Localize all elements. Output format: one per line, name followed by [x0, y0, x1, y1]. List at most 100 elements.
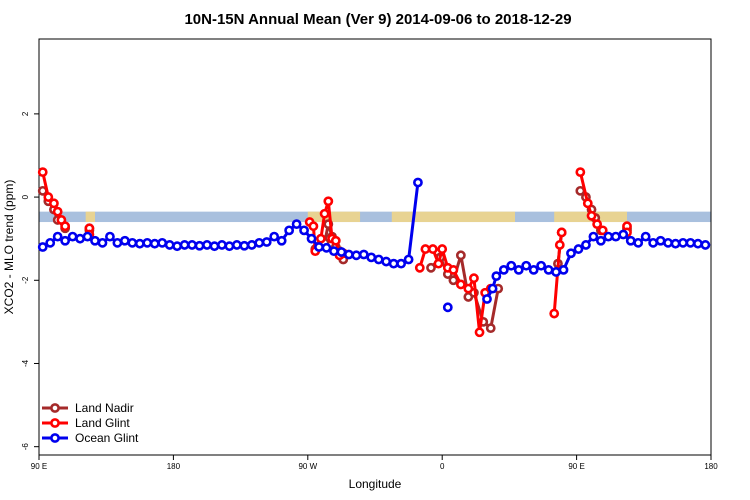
- data-point: [670, 238, 681, 249]
- data-point: [179, 240, 190, 250]
- data-point: [373, 254, 384, 265]
- data-point: [142, 237, 153, 248]
- data-point: [254, 237, 265, 248]
- data-point: [52, 231, 63, 242]
- data-point: [582, 198, 593, 209]
- data-point: [90, 235, 100, 246]
- land-band-segment: [391, 211, 515, 223]
- data-point: [284, 225, 295, 236]
- data-point: [319, 208, 330, 219]
- data-point: [157, 237, 168, 248]
- data-point: [217, 240, 227, 250]
- data-point: [678, 237, 688, 248]
- data-point: [640, 231, 651, 242]
- data-point: [536, 260, 547, 271]
- x-axis-label: Longitude: [349, 477, 402, 491]
- data-point: [358, 249, 369, 260]
- ocean-band: [39, 211, 711, 223]
- data-point: [323, 196, 334, 207]
- y-tick-label: -2: [21, 276, 30, 284]
- data-point: [105, 231, 115, 242]
- data-point: [269, 231, 280, 242]
- data-point: [314, 242, 324, 252]
- data-point: [506, 260, 517, 271]
- data-point: [573, 244, 584, 254]
- data-point: [420, 244, 431, 254]
- data-point: [618, 229, 629, 240]
- legend-label: Ocean Glint: [75, 431, 139, 445]
- data-point: [37, 167, 48, 178]
- data-point: [448, 275, 459, 286]
- data-point: [45, 237, 56, 248]
- legend-marker: [50, 433, 60, 443]
- data-point: [554, 240, 565, 250]
- x-tick-label: 90 E: [568, 462, 584, 471]
- data-point: [306, 233, 317, 244]
- data-point: [60, 235, 71, 246]
- data-point: [276, 235, 287, 246]
- legend-label: Land Glint: [75, 416, 130, 430]
- data-point: [82, 231, 93, 242]
- data-point: [49, 198, 59, 209]
- land-band-segment: [85, 211, 95, 223]
- data-point: [433, 258, 444, 269]
- data-point: [321, 242, 332, 253]
- data-point: [455, 250, 466, 261]
- data-point: [610, 231, 621, 242]
- y-tick-label: -4: [21, 359, 30, 367]
- data-point: [134, 238, 145, 249]
- data-point: [75, 233, 85, 244]
- data-point: [685, 237, 696, 248]
- data-point: [330, 235, 341, 246]
- data-point: [403, 254, 414, 265]
- x-tick-label: 90 W: [298, 462, 317, 471]
- data-point: [224, 241, 235, 252]
- data-point: [43, 192, 54, 202]
- data-point: [693, 238, 703, 249]
- data-point: [172, 241, 183, 252]
- data-point: [414, 262, 425, 273]
- data-point: [209, 241, 220, 252]
- data-point: [52, 206, 63, 217]
- data-point: [315, 233, 326, 244]
- x-tick-label: 90 E: [31, 462, 47, 471]
- data-point: [67, 231, 78, 242]
- data-point: [566, 248, 576, 259]
- series-land-nadir: [37, 185, 632, 334]
- data-point: [455, 279, 466, 290]
- land-ocean-band: [39, 211, 711, 223]
- data-point: [239, 240, 250, 251]
- data-point: [426, 262, 436, 273]
- data-point: [485, 323, 496, 334]
- data-point: [336, 247, 347, 257]
- y-tick-label: 0: [21, 194, 30, 199]
- data-point: [308, 221, 319, 232]
- data-point: [112, 237, 123, 248]
- data-point: [37, 242, 48, 252]
- data-point: [469, 273, 479, 284]
- data-point: [60, 221, 71, 232]
- data-point: [551, 267, 561, 277]
- series-line: [418, 247, 492, 334]
- legend-item: Ocean Glint: [42, 431, 139, 445]
- data-point: [625, 235, 636, 246]
- data-point: [388, 258, 399, 269]
- data-point: [597, 225, 608, 236]
- y-tick-label: 2: [21, 111, 30, 116]
- data-point: [119, 235, 130, 246]
- data-point: [474, 327, 485, 338]
- data-point: [558, 264, 569, 275]
- data-point: [202, 240, 212, 250]
- data-point: [633, 237, 644, 248]
- series-ocean-glint: [37, 177, 711, 313]
- chart-title: 10N-15N Annual Mean (Ver 9) 2014-09-06 t…: [184, 11, 571, 28]
- x-tick-label: 180: [704, 462, 718, 471]
- data-point: [603, 231, 614, 242]
- data-point: [491, 271, 502, 282]
- series-layer: [37, 167, 711, 338]
- data-point: [498, 264, 509, 275]
- x-axis: 90 E 180 90 W 0 90 E 180: [31, 455, 718, 471]
- data-point: [437, 244, 448, 254]
- data-point: [299, 225, 309, 236]
- data-point: [442, 302, 453, 313]
